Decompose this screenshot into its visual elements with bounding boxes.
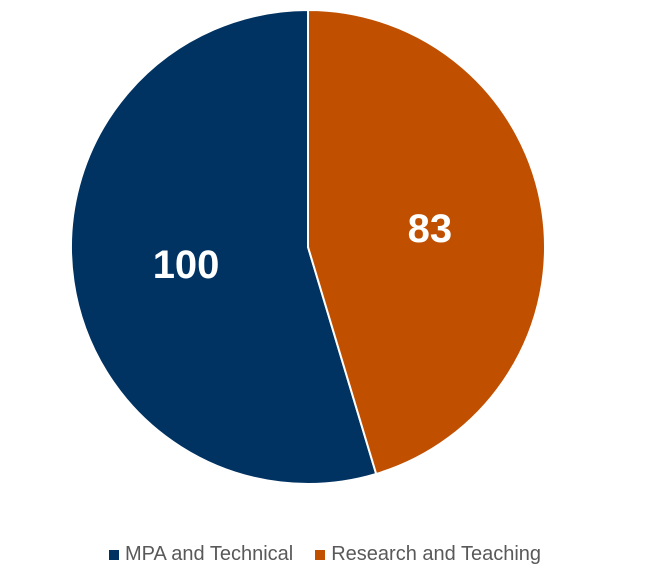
pie-slices	[70, 8, 546, 485]
pie-slice-mpa-and-technical	[70, 8, 378, 485]
legend-label-mpa-and-technical: MPA and Technical	[124, 543, 294, 565]
legend-swatch-mpa-and-technical	[108, 549, 119, 560]
pie-data-labels: 100 83	[153, 207, 452, 287]
pie-chart: 100 83	[70, 8, 546, 485]
pie-slice-research-and-teaching	[307, 8, 546, 476]
legend-item-mpa-and-technical: MPA and Technical	[108, 543, 294, 566]
chart-legend: MPA and Technical Research and Teaching	[0, 543, 650, 566]
legend-label-research-and-teaching: Research and Teaching	[331, 543, 542, 565]
data-label-research-and-teaching: 83	[408, 207, 453, 251]
legend-item-research-and-teaching: Research and Teaching	[315, 543, 541, 566]
legend-swatch-research-and-teaching	[315, 549, 326, 560]
data-label-mpa-and-technical: 100	[153, 243, 220, 287]
